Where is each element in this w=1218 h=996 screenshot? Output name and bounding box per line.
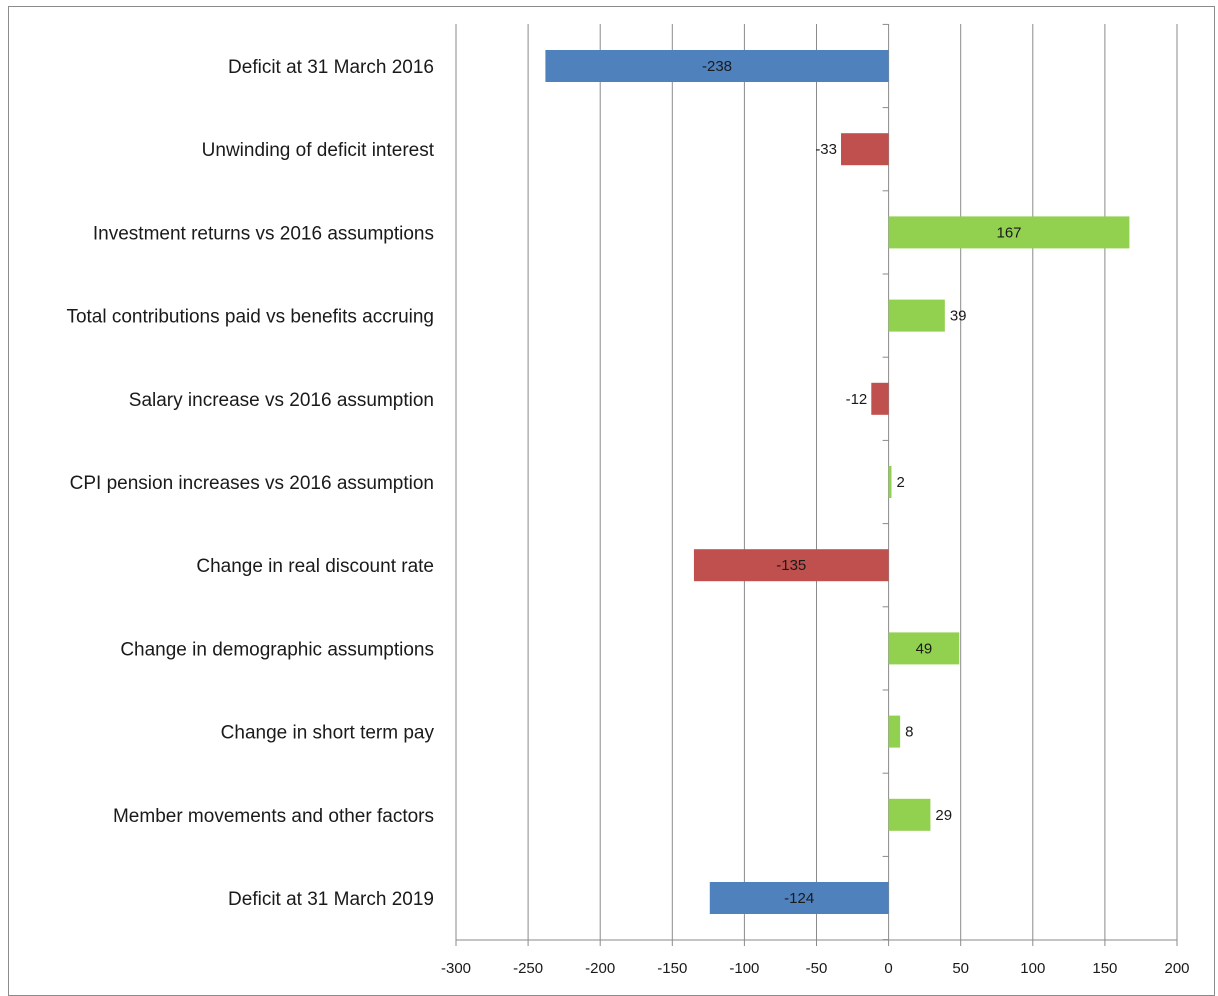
data-label-4: -12: [846, 391, 868, 408]
data-label-3: 39: [950, 308, 967, 325]
data-label-5: 2: [896, 474, 904, 491]
x-tick-label-9: 150: [1092, 960, 1117, 977]
x-tick-label-8: 100: [1020, 960, 1045, 977]
x-tick-label-2: -200: [585, 960, 615, 977]
bar-8: [888, 715, 901, 748]
x-tick-label-5: -50: [806, 960, 828, 977]
x-tick-label-4: -100: [729, 960, 759, 977]
bar-3: [888, 299, 945, 332]
bar-2: [888, 216, 1130, 249]
data-label-10: -124: [784, 890, 814, 907]
bar-7: [888, 632, 960, 665]
category-label-1: Unwinding of deficit interest: [202, 140, 435, 161]
category-label-2: Investment returns vs 2016 assumptions: [93, 223, 434, 244]
category-label-4: Salary increase vs 2016 assumption: [129, 390, 434, 411]
data-label-0: -238: [702, 58, 732, 75]
data-label-8: 8: [905, 724, 913, 741]
category-label-7: Change in demographic assumptions: [120, 639, 434, 660]
data-label-1: -33: [815, 141, 837, 158]
x-tick-label-3: -150: [657, 960, 687, 977]
category-label-8: Change in short term pay: [221, 723, 435, 744]
bar-1: [841, 133, 889, 166]
category-label-6: Change in real discount rate: [196, 556, 434, 577]
data-label-9: 29: [935, 807, 952, 824]
bar-5: [888, 466, 892, 498]
category-label-5: CPI pension increases vs 2016 assumption: [70, 473, 434, 494]
x-tick-label-7: 50: [952, 960, 969, 977]
bar-4: [871, 382, 889, 415]
category-label-3: Total contributions paid vs benefits acc…: [66, 307, 434, 328]
bar-6: [693, 549, 889, 582]
bar-10: [709, 882, 889, 914]
category-label-9: Member movements and other factors: [113, 806, 434, 827]
x-tick-label-6: 0: [884, 960, 892, 977]
x-tick-label-0: -300: [441, 960, 471, 977]
data-label-2: 167: [996, 224, 1021, 241]
data-label-6: -135: [776, 557, 806, 574]
bar-0: [545, 50, 889, 82]
data-label-7: 49: [916, 640, 933, 657]
category-label-10: Deficit at 31 March 2019: [228, 889, 434, 910]
x-tick-label-1: -250: [513, 960, 543, 977]
bar-9: [888, 798, 931, 831]
category-label-0: Deficit at 31 March 2016: [228, 57, 434, 78]
x-tick-label-10: 200: [1164, 960, 1189, 977]
